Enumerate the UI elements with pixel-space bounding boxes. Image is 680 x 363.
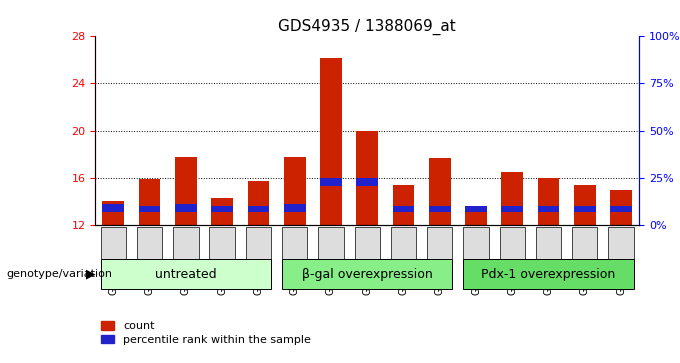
FancyBboxPatch shape — [245, 227, 271, 274]
Bar — [248, 182, 269, 225]
Bar — [284, 157, 305, 225]
Bar — [284, 204, 305, 212]
Bar — [392, 205, 414, 212]
Legend: count, percentile rank within the sample: count, percentile rank within the sample — [101, 321, 311, 345]
Bar — [248, 205, 269, 212]
Bar — [211, 198, 233, 225]
FancyBboxPatch shape — [609, 227, 634, 274]
Bar — [501, 205, 523, 212]
Bar — [103, 204, 124, 212]
Bar — [465, 206, 487, 212]
FancyBboxPatch shape — [101, 227, 126, 274]
Bar — [356, 131, 378, 225]
FancyBboxPatch shape — [209, 227, 235, 274]
Bar — [538, 206, 560, 212]
FancyBboxPatch shape — [318, 227, 343, 274]
Bar — [501, 172, 523, 225]
Bar — [103, 201, 124, 225]
Bar — [465, 207, 487, 225]
FancyBboxPatch shape — [463, 259, 634, 289]
Bar — [175, 204, 197, 212]
Bar — [139, 206, 160, 212]
FancyBboxPatch shape — [173, 227, 199, 274]
Bar — [356, 179, 378, 186]
FancyBboxPatch shape — [282, 227, 307, 274]
Text: ▶: ▶ — [86, 268, 96, 281]
Bar — [610, 205, 632, 212]
Bar — [211, 206, 233, 212]
Title: GDS4935 / 1388069_at: GDS4935 / 1388069_at — [278, 19, 456, 35]
Text: genotype/variation: genotype/variation — [7, 269, 113, 279]
Text: Pdx-1 overexpression: Pdx-1 overexpression — [481, 268, 615, 281]
FancyBboxPatch shape — [536, 227, 561, 274]
FancyBboxPatch shape — [463, 227, 489, 274]
Text: untreated: untreated — [155, 268, 217, 281]
FancyBboxPatch shape — [500, 227, 525, 274]
FancyBboxPatch shape — [354, 227, 380, 274]
FancyBboxPatch shape — [137, 227, 163, 274]
Bar — [139, 179, 160, 225]
FancyBboxPatch shape — [391, 227, 416, 274]
Bar — [320, 57, 342, 225]
Bar — [429, 205, 451, 212]
Bar — [175, 157, 197, 225]
FancyBboxPatch shape — [101, 259, 271, 289]
FancyBboxPatch shape — [572, 227, 598, 274]
Bar — [574, 185, 596, 225]
FancyBboxPatch shape — [427, 227, 452, 274]
Bar — [610, 189, 632, 225]
Bar — [429, 158, 451, 225]
FancyBboxPatch shape — [282, 259, 452, 289]
Bar — [320, 179, 342, 186]
Bar — [392, 185, 414, 225]
Bar — [538, 178, 560, 225]
Bar — [574, 205, 596, 212]
Text: β-gal overexpression: β-gal overexpression — [302, 268, 432, 281]
